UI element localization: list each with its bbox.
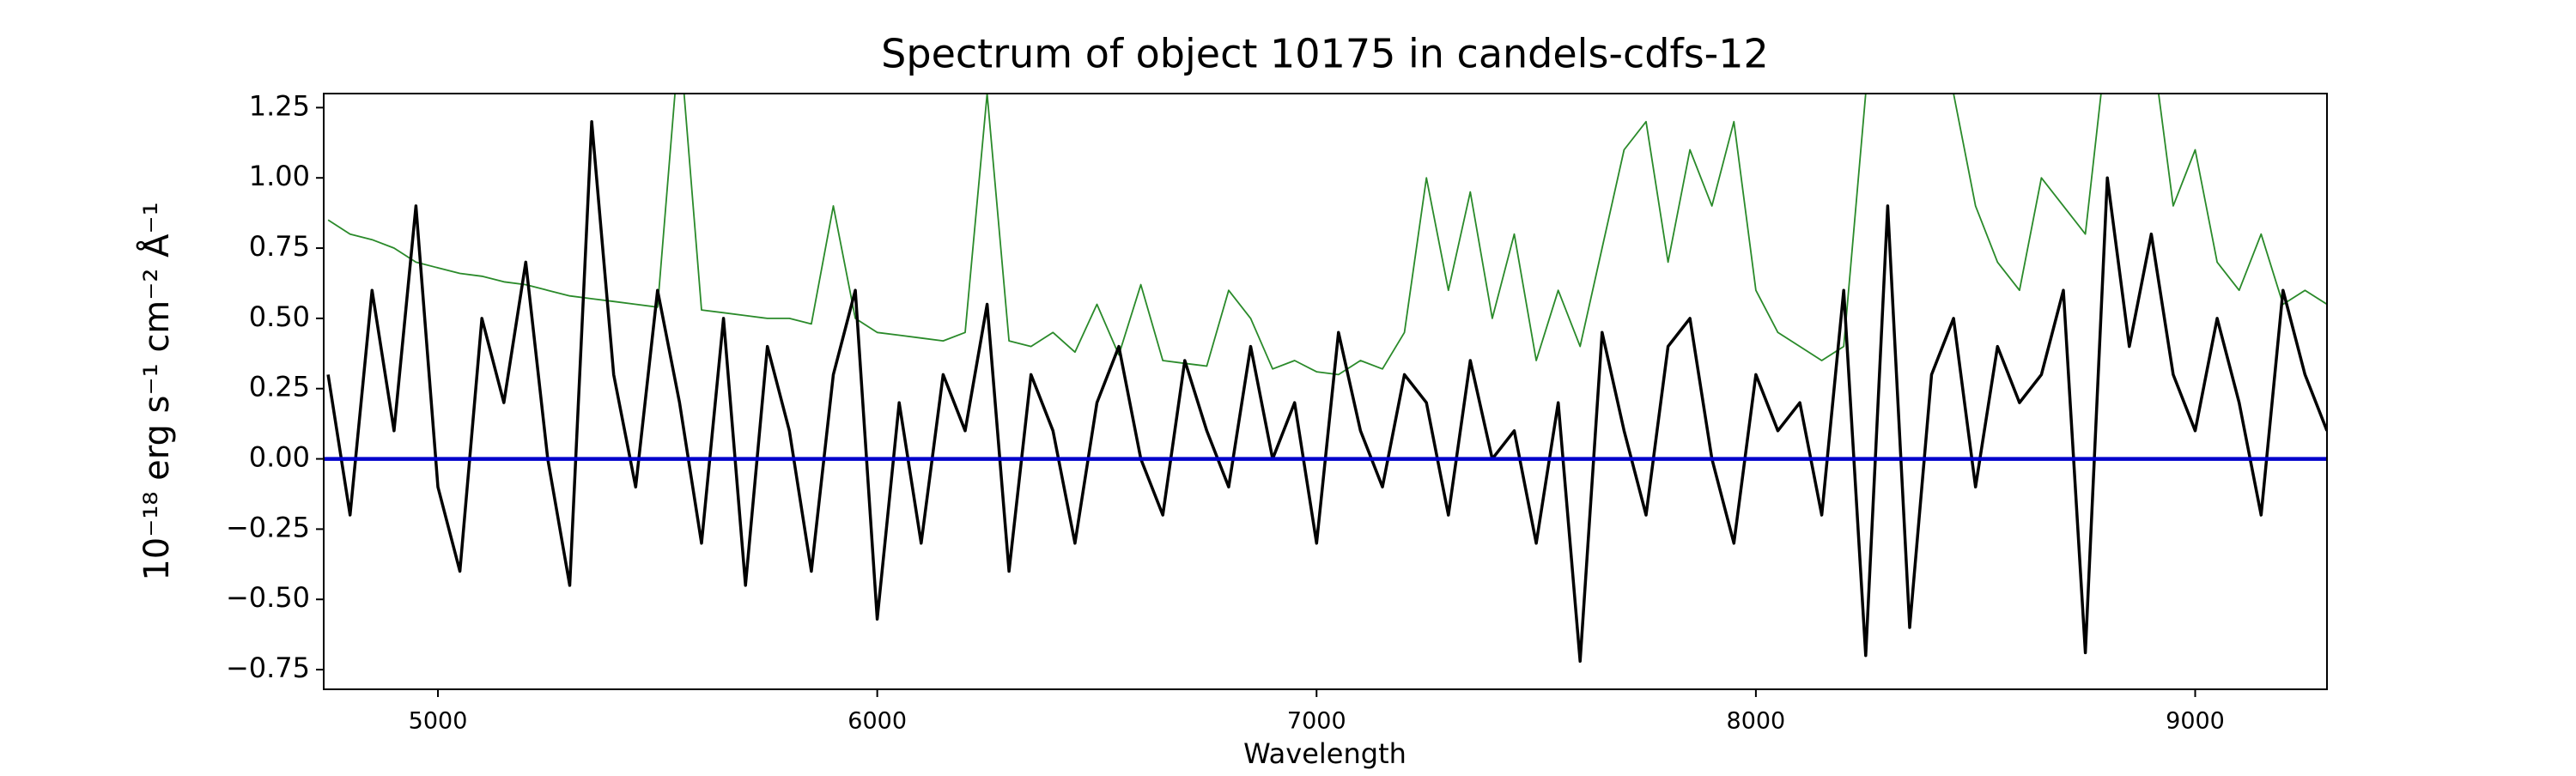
y-tick-label: 0.00 [249,441,310,474]
x-tick-label: 6000 [848,708,907,735]
y-tick-label: 0.50 [249,300,310,333]
y-tick-label: 1.00 [249,160,310,192]
y-tick-label: −0.50 [226,581,310,614]
x-tick-label: 8000 [1727,708,1786,735]
y-tick-label: −0.75 [226,652,310,684]
spectrum-line [327,94,2327,376]
chart-title: Spectrum of object 10175 in candels-cdfs… [881,31,1769,77]
x-tick-label: 7000 [1287,708,1346,735]
plot-frame [323,93,2328,690]
y-tick-label: 1.25 [249,89,310,122]
y-tick-label: −0.25 [226,511,310,543]
spectrum-line [326,119,2327,664]
y-tick-label: 0.75 [249,230,310,263]
y-axis-label: 10⁻¹⁸ erg s⁻¹ cm⁻² Å⁻¹ [136,202,177,580]
y-tick-label: 0.25 [249,371,310,403]
x-axis-label: Wavelength [1243,737,1406,770]
x-tick-label: 5000 [409,708,468,735]
x-tick-label: 9000 [2166,708,2225,735]
